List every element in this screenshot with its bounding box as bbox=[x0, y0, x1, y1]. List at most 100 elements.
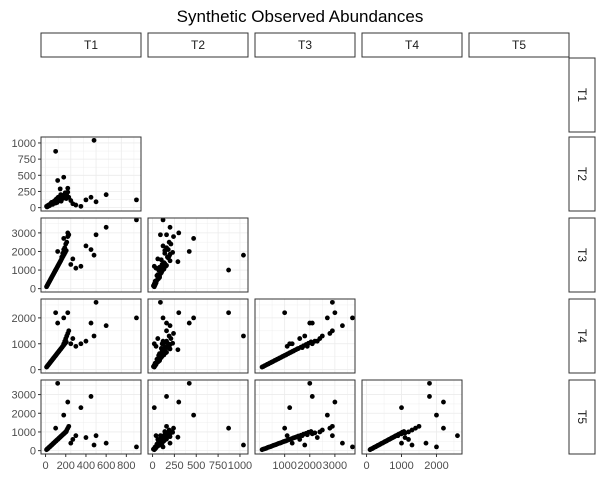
data-point bbox=[162, 339, 168, 345]
data-point bbox=[268, 360, 274, 366]
data-point bbox=[61, 412, 67, 418]
x-tick-label: 800 bbox=[117, 460, 135, 472]
data-point bbox=[93, 232, 99, 238]
panel-T5-vs-T3: 1000 2000 3000 bbox=[254, 379, 356, 472]
data-point bbox=[134, 197, 139, 203]
panel-T5-vs-T2: 0 250 500 750 1000 bbox=[147, 379, 252, 472]
data-point bbox=[302, 333, 308, 339]
data-point bbox=[176, 399, 182, 405]
data-point bbox=[158, 257, 164, 263]
data-point bbox=[103, 323, 109, 329]
data-point bbox=[103, 440, 109, 446]
data-point bbox=[427, 394, 432, 399]
data-point bbox=[416, 423, 422, 429]
data-point bbox=[283, 352, 289, 358]
x-tick-label: 3000 bbox=[323, 460, 347, 472]
data-point bbox=[350, 444, 355, 450]
x-tick-label: 0 bbox=[363, 460, 369, 472]
top-strip-label: T1 bbox=[84, 38, 98, 52]
data-point bbox=[83, 435, 89, 440]
y-tick-label: 750 bbox=[18, 154, 36, 166]
top-strip-label: T2 bbox=[191, 38, 205, 52]
data-point bbox=[402, 435, 408, 440]
data-point bbox=[61, 174, 67, 180]
data-point bbox=[151, 405, 157, 411]
data-point bbox=[289, 440, 295, 446]
data-point bbox=[278, 440, 284, 446]
data-point bbox=[65, 399, 71, 405]
data-point bbox=[73, 202, 79, 208]
x-tick-label: 500 bbox=[187, 460, 205, 472]
data-point bbox=[53, 148, 59, 154]
top-strip-T2: T2 bbox=[147, 32, 249, 58]
data-point bbox=[191, 315, 197, 321]
data-point bbox=[324, 315, 330, 321]
data-point bbox=[63, 196, 69, 201]
right-strip-label: T3 bbox=[575, 248, 589, 262]
panel-T5-vs-T1: 0 1000 2000 3000 0 200 400 600 800 bbox=[12, 379, 142, 472]
top-strip-label: T4 bbox=[405, 38, 419, 52]
data-point bbox=[64, 239, 70, 245]
data-point bbox=[88, 194, 94, 200]
data-point bbox=[61, 251, 67, 257]
panel-T4-vs-T3 bbox=[254, 298, 356, 374]
data-point bbox=[282, 425, 288, 431]
data-point bbox=[83, 243, 89, 249]
top-strip-label: T5 bbox=[512, 38, 526, 52]
data-point bbox=[91, 252, 97, 258]
data-point bbox=[308, 339, 314, 345]
data-point bbox=[93, 199, 99, 205]
top-strip-T4: T4 bbox=[361, 32, 463, 58]
data-point bbox=[164, 263, 169, 268]
data-point bbox=[103, 192, 109, 198]
data-point bbox=[167, 342, 173, 347]
data-point bbox=[171, 234, 176, 240]
panel-T3-vs-T2 bbox=[147, 217, 249, 293]
data-point bbox=[73, 265, 79, 271]
y-tick-label: 500 bbox=[18, 170, 36, 182]
data-point bbox=[186, 380, 192, 386]
y-tick-label: 250 bbox=[18, 186, 36, 198]
right-strip-label: T5 bbox=[575, 410, 589, 424]
data-point bbox=[287, 341, 293, 347]
x-tick-label: 250 bbox=[165, 460, 183, 472]
x-tick-label: 750 bbox=[209, 460, 227, 472]
data-point bbox=[175, 434, 181, 440]
data-point bbox=[319, 427, 325, 433]
data-point bbox=[350, 315, 355, 321]
right-strip-label: T2 bbox=[575, 167, 589, 181]
data-point bbox=[162, 248, 168, 253]
data-point bbox=[88, 394, 94, 399]
panel-T5-vs-T4: 0 1000 2000 bbox=[361, 379, 463, 472]
data-point bbox=[263, 445, 269, 451]
data-point bbox=[59, 255, 65, 261]
data-point bbox=[303, 431, 309, 436]
scatter-panels: 0250500750100001000200030000100020000100… bbox=[12, 136, 463, 472]
y-tick-label: 0 bbox=[30, 365, 36, 377]
data-point bbox=[49, 274, 55, 279]
data-point bbox=[307, 320, 313, 326]
data-point bbox=[91, 333, 97, 339]
right-strip-T5: T5 bbox=[568, 379, 596, 455]
data-point bbox=[176, 230, 182, 236]
data-point bbox=[399, 405, 404, 411]
data-point bbox=[83, 338, 89, 344]
data-point bbox=[186, 249, 192, 254]
data-point bbox=[68, 440, 74, 446]
data-point bbox=[241, 252, 246, 258]
data-point bbox=[176, 310, 182, 316]
data-point bbox=[153, 433, 159, 439]
data-point bbox=[307, 380, 313, 386]
top-strip-label: T3 bbox=[298, 38, 312, 52]
data-point bbox=[401, 429, 407, 434]
data-point bbox=[423, 440, 429, 446]
data-point bbox=[399, 440, 404, 446]
data-point bbox=[319, 333, 325, 339]
panel-T3-vs-T1: 0 1000 2000 3000 bbox=[12, 217, 142, 296]
data-point bbox=[162, 429, 168, 434]
data-point bbox=[329, 433, 335, 439]
right-strip-T4: T4 bbox=[568, 298, 596, 374]
data-point bbox=[158, 433, 164, 439]
data-point bbox=[167, 323, 173, 329]
data-point bbox=[293, 434, 299, 440]
